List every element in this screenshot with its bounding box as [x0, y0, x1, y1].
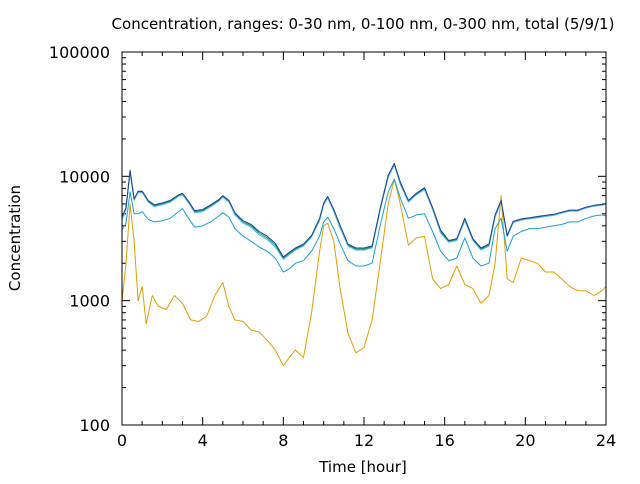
x-tick-label: 16 [434, 431, 454, 450]
y-tick-label: 1000 [69, 292, 110, 311]
y-tick-label: 100 [79, 416, 110, 435]
y-tick-label: 100000 [49, 43, 110, 62]
x-tick-label: 0 [117, 431, 127, 450]
y-tick-label: 10000 [59, 167, 110, 186]
x-tick-label: 12 [354, 431, 374, 450]
y-axis: 100 1000 10000 100000 [49, 43, 606, 435]
x-tick-label: 8 [278, 431, 288, 450]
x-tick-label: 24 [596, 431, 616, 450]
x-axis: 0 4 8 12 16 20 24 [117, 52, 616, 450]
chart-title: Concentration, ranges: 0-30 nm, 0-100 nm… [112, 15, 615, 33]
x-tick-label: 20 [515, 431, 535, 450]
plot-frame [121, 51, 607, 426]
x-axis-label: Time [hour] [318, 458, 407, 476]
series-layer [121, 162, 607, 367]
series-line-5 [121, 162, 607, 258]
x-tick-label: 4 [198, 431, 208, 450]
y-axis-label: Concentration [6, 185, 24, 291]
series-line-4 [121, 164, 607, 260]
series-line-2 [121, 178, 607, 273]
series-line-1 [121, 178, 607, 367]
series-line-3 [121, 163, 607, 259]
